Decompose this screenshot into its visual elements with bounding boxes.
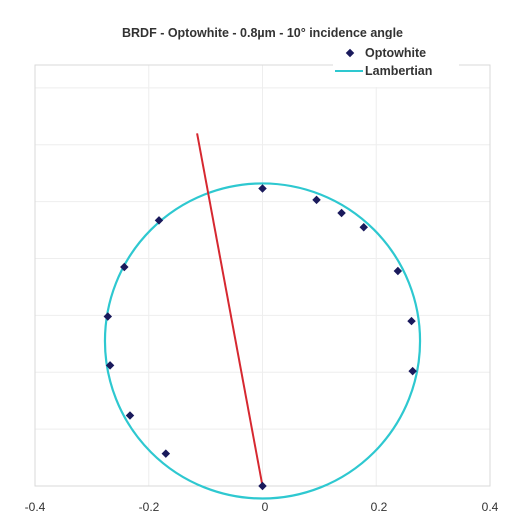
optowhite-data-point — [258, 481, 267, 491]
legend: Optowhite Lambertian — [333, 39, 459, 87]
grid — [35, 65, 490, 486]
x-tick-label: 0.4 — [481, 500, 499, 514]
series-layer — [103, 133, 422, 500]
optowhite-data-point — [105, 361, 115, 370]
x-tick-label: 0.2 — [370, 500, 388, 514]
optowhite-data-point — [258, 184, 267, 193]
legend-item-optowhite: Optowhite — [333, 44, 426, 62]
lambertian-curve — [103, 182, 422, 500]
optowhite-data-point — [312, 195, 321, 205]
optowhite-data-point — [161, 449, 171, 458]
optowhite-data-point — [125, 411, 135, 420]
optowhite-data-point — [408, 366, 417, 376]
optowhite-data-point — [407, 316, 416, 326]
legend-label-lambertian: Lambertian — [365, 64, 433, 78]
legend-marker-optowhite — [333, 44, 365, 62]
legend-marker-lambertian — [333, 62, 365, 80]
optowhite-data-point — [337, 208, 346, 218]
optowhite-data-point — [103, 312, 113, 321]
x-tick-label: 0 — [261, 500, 269, 514]
legend-label-optowhite: Optowhite — [365, 46, 427, 60]
incidence-line — [196, 133, 264, 487]
optowhite-data-point — [359, 222, 368, 232]
optowhite-data-point — [154, 216, 164, 225]
chart-title: BRDF - Optowhite - 0.8µm - 10° incidence… — [122, 26, 403, 40]
x-tick-label: -0.2 — [138, 500, 160, 514]
optowhite-data-point — [393, 266, 403, 276]
optowhite-data-point — [120, 262, 129, 272]
x-tick-label: -0.4 — [24, 500, 46, 514]
legend-item-lambertian: Lambertian — [333, 62, 432, 80]
marker-layer — [103, 184, 417, 491]
